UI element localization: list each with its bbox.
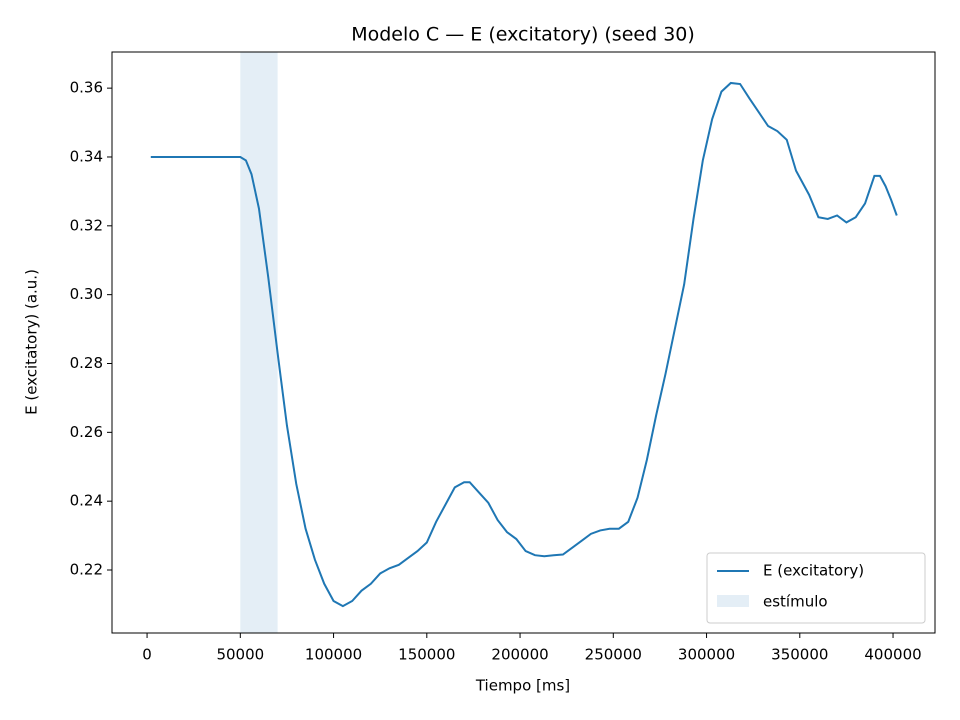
x-tick-label: 300000 <box>678 646 735 664</box>
x-tick-label: 50000 <box>216 646 264 664</box>
x-tick-label: 350000 <box>771 646 828 664</box>
chart-title: Modelo C — E (excitatory) (seed 30) <box>351 24 695 46</box>
x-tick-label: 200000 <box>491 646 548 664</box>
data-line <box>150 81 898 608</box>
y-tick-label: 0.36 <box>70 79 103 97</box>
y-tick-label: 0.26 <box>70 423 103 441</box>
y-tick-label: 0.28 <box>70 354 103 372</box>
y-tick-label: 0.32 <box>70 216 103 234</box>
y-tick-label: 0.22 <box>70 561 103 579</box>
stimulus-span <box>240 52 278 633</box>
x-tick-label: 150000 <box>398 646 455 664</box>
y-axis-label: E (excitatory) (a.u.) <box>23 269 41 415</box>
plot-frame <box>111 51 936 634</box>
legend-label: estímulo <box>763 593 828 611</box>
y-tick-label: 0.24 <box>70 492 103 510</box>
y-tick-label: 0.30 <box>70 285 103 303</box>
x-tick-label: 100000 <box>305 646 362 664</box>
x-tick-label: 0 <box>142 646 152 664</box>
y-tick-label: 0.34 <box>70 147 103 165</box>
legend-label: E (excitatory) <box>763 562 864 580</box>
x-tick-label: 250000 <box>585 646 642 664</box>
legend-box <box>706 552 926 624</box>
legend-swatch <box>717 595 749 607</box>
x-tick-label: 400000 <box>864 646 921 664</box>
x-axis-label: Tiempo [ms] <box>475 677 570 695</box>
